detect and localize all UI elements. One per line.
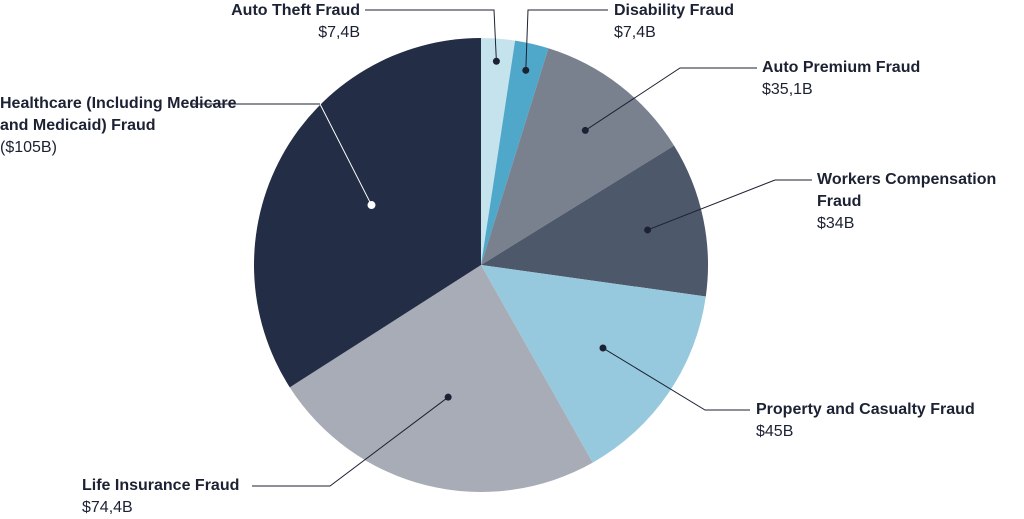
category-name: Healthcare (Including Medicare and Medic… xyxy=(0,95,237,134)
slice-label: Auto Premium Fraud $35,1B xyxy=(762,57,982,101)
value-label: $35,1B xyxy=(762,81,813,98)
leader-dot xyxy=(644,226,652,234)
pie-slice xyxy=(481,38,516,265)
category-name: Workers Compensation Fraud xyxy=(817,171,997,210)
slice-label: Auto Theft Fraud $7,4B xyxy=(160,0,360,44)
pie-slice xyxy=(481,40,549,265)
pie-slice xyxy=(481,48,675,265)
value-label: $34B xyxy=(817,215,855,232)
category-name: Property and Casualty Fraud xyxy=(756,401,975,418)
leader-line xyxy=(525,9,608,71)
value-label: $7,4B xyxy=(614,24,656,41)
value-label: $45B xyxy=(756,423,794,440)
leader-dot xyxy=(522,66,530,74)
pie-slice xyxy=(254,37,481,388)
pie-slice xyxy=(481,265,706,463)
leader-line xyxy=(647,179,812,231)
leader-line xyxy=(585,67,757,131)
value-label: ($105B) xyxy=(0,139,57,156)
category-name: Auto Theft Fraud xyxy=(231,2,360,19)
leader-dot xyxy=(444,393,452,401)
leader-dot xyxy=(599,344,607,352)
leader-line xyxy=(365,9,497,62)
leader-line xyxy=(252,396,449,487)
value-label: $7,4B xyxy=(318,24,360,41)
category-name: Life Insurance Fraud xyxy=(82,477,240,494)
pie-slice xyxy=(481,145,708,297)
slice-label: Healthcare (Including Medicare and Medic… xyxy=(0,93,260,159)
category-name: Disability Fraud xyxy=(614,2,735,19)
slice-label: Disability Fraud $7,4B xyxy=(614,0,814,44)
leader-dot xyxy=(581,126,589,134)
pie-slice xyxy=(289,265,593,492)
value-label: $74,4B xyxy=(82,499,133,516)
slice-label: Workers Compensation Fraud $34B xyxy=(817,169,1022,235)
slice-label: Property and Casualty Fraud $45B xyxy=(756,399,1016,443)
category-name: Auto Premium Fraud xyxy=(762,59,921,76)
leader-line xyxy=(602,347,750,411)
leader-dot xyxy=(367,201,376,210)
leader-dot xyxy=(492,57,500,65)
slice-label: Life Insurance Fraud $74,4B xyxy=(82,475,282,519)
